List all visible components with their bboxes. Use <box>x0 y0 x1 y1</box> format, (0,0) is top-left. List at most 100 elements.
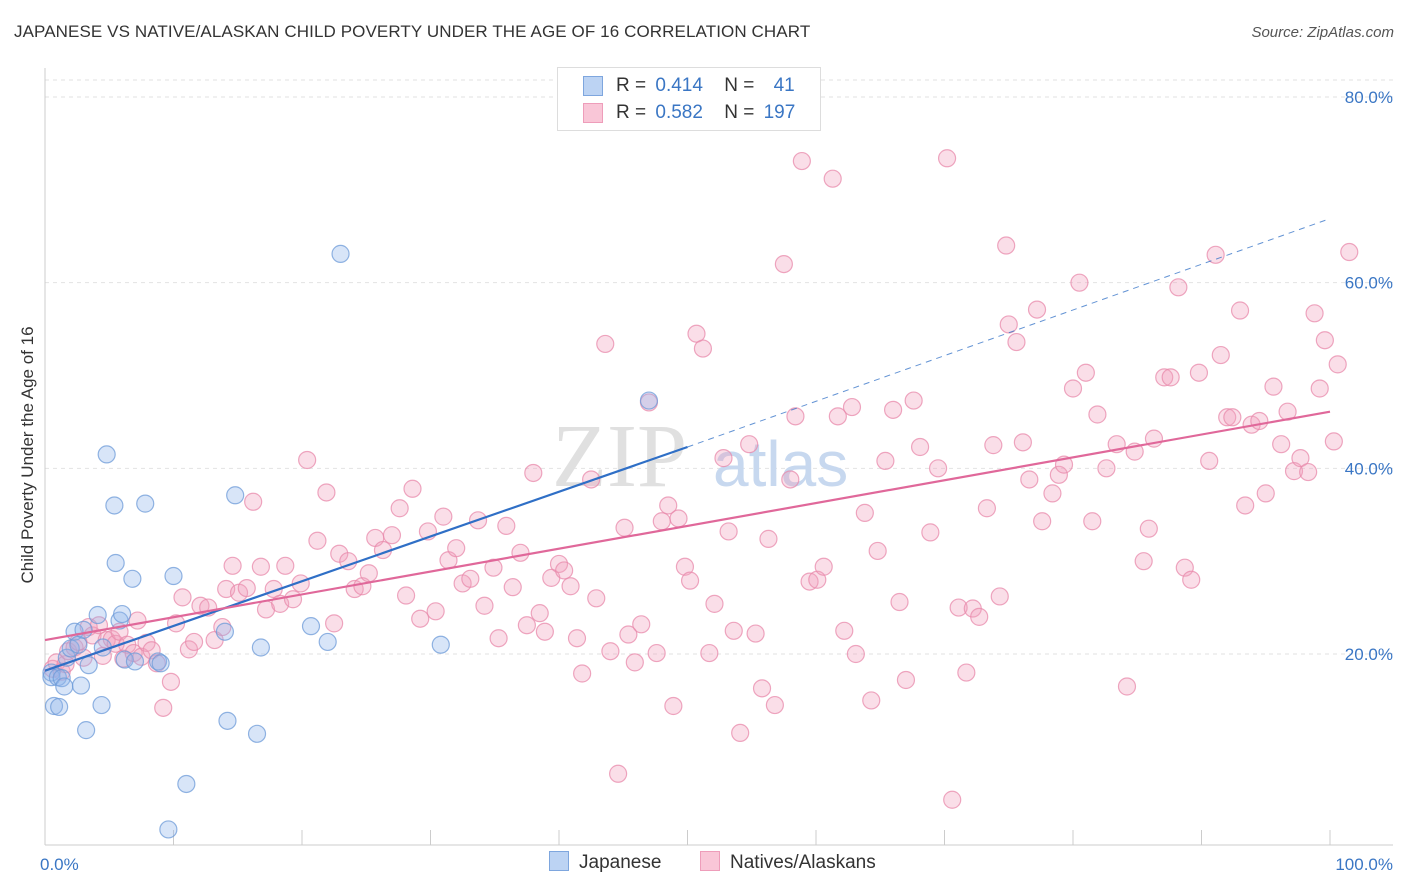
point-natives <box>928 459 948 478</box>
point-natives <box>325 614 344 633</box>
point-natives <box>1043 484 1062 503</box>
point-japanese <box>431 635 450 654</box>
point-natives <box>1076 363 1095 382</box>
point-natives <box>786 407 805 426</box>
point-japanese <box>226 486 245 505</box>
point-natives <box>714 449 733 468</box>
point-japanese <box>55 677 74 696</box>
point-natives <box>1139 519 1158 538</box>
point-natives <box>1161 368 1180 387</box>
point-japanese <box>125 652 145 671</box>
point-natives <box>524 463 543 483</box>
point-natives <box>244 492 263 511</box>
point-natives <box>489 629 508 648</box>
point-natives <box>1155 368 1174 387</box>
point-natives <box>530 604 549 623</box>
point-japanese <box>151 654 170 673</box>
point-natives <box>359 564 378 583</box>
point-natives <box>910 437 930 457</box>
point-natives <box>781 470 800 489</box>
legend-text-japanese: R = 0.414 N = 41 <box>616 75 795 97</box>
point-natives <box>740 435 759 454</box>
point-natives <box>484 558 503 577</box>
point-natives <box>1063 379 1083 398</box>
point-natives <box>535 622 554 641</box>
point-japanese <box>74 620 93 639</box>
point-natives <box>317 483 336 502</box>
point-natives <box>1218 408 1237 427</box>
legend-text-natives: R = 0.582 N = 197 <box>616 102 795 124</box>
point-natives <box>1230 301 1250 320</box>
point-natives <box>596 334 615 354</box>
point-japanese <box>136 494 155 513</box>
point-natives <box>759 529 778 548</box>
point-natives <box>999 315 1018 334</box>
point-natives <box>1020 470 1039 489</box>
point-natives <box>1211 345 1230 365</box>
bottom-legend-japanese: Japanese <box>549 851 661 874</box>
point-natives <box>746 624 765 643</box>
point-natives <box>842 397 862 417</box>
trend-line-natives <box>44 410 1331 642</box>
y-tick-label: 80.0% <box>1345 88 1393 107</box>
point-natives <box>161 672 181 691</box>
point-natives <box>937 149 957 168</box>
point-natives <box>447 539 466 558</box>
point-natives <box>1324 432 1343 451</box>
point-japanese <box>164 566 183 586</box>
bottom-legend-swatch-natives <box>700 851 720 871</box>
point-natives <box>1291 449 1310 468</box>
point-natives <box>765 695 784 715</box>
point-natives <box>1256 484 1275 503</box>
point-natives <box>426 602 445 621</box>
point-natives <box>1033 512 1052 531</box>
point-natives <box>862 691 881 710</box>
point-natives <box>949 598 968 617</box>
point-japanese <box>79 656 98 675</box>
x-tick-label: 100.0% <box>1335 855 1393 874</box>
axes <box>44 68 1393 846</box>
y-tick-label: 40.0% <box>1345 459 1393 478</box>
point-natives <box>659 496 678 515</box>
legend-n-value-natives: 197 <box>763 102 796 123</box>
point-natives <box>1070 273 1089 292</box>
trend-line-japanese-extrapolated <box>687 218 1331 448</box>
point-natives <box>403 479 422 498</box>
point-natives <box>1236 496 1255 515</box>
point-natives <box>1206 245 1225 264</box>
point-natives <box>731 723 750 743</box>
point-natives <box>1097 459 1116 478</box>
point-natives <box>567 629 587 648</box>
bottom-legend-label-natives: Natives/Alaskans <box>730 852 876 873</box>
y-tick-label: 20.0% <box>1345 645 1393 664</box>
point-natives <box>555 561 574 580</box>
point-natives <box>904 391 923 410</box>
watermark-zip: ZIP <box>552 407 687 506</box>
point-natives <box>1340 242 1359 262</box>
point-japanese <box>112 604 132 624</box>
legend-box: R = 0.414 N = 41 R = 0.582 N = 197 <box>557 67 821 131</box>
point-japanese <box>159 820 178 839</box>
point-natives <box>298 450 317 470</box>
point-japanese <box>215 622 234 641</box>
point-natives <box>957 663 976 682</box>
bottom-legend-swatch-japanese <box>549 851 569 871</box>
point-natives <box>276 556 295 575</box>
point-japanese <box>247 724 267 743</box>
point-natives <box>970 607 989 626</box>
point-natives <box>1169 278 1188 297</box>
point-natives <box>625 653 644 672</box>
legend-n-value-japanese: 41 <box>773 75 795 96</box>
point-natives <box>390 499 409 518</box>
point-natives <box>619 625 638 644</box>
point-japanese <box>218 711 237 730</box>
point-natives <box>615 518 634 537</box>
point-natives <box>1299 462 1318 482</box>
point-natives <box>792 151 811 171</box>
watermark: ZIP atlas <box>552 407 848 506</box>
series-natives <box>43 149 1359 809</box>
point-natives <box>1049 465 1068 484</box>
point-natives <box>1027 300 1047 319</box>
point-japanese <box>97 445 116 464</box>
point-natives <box>693 339 713 358</box>
